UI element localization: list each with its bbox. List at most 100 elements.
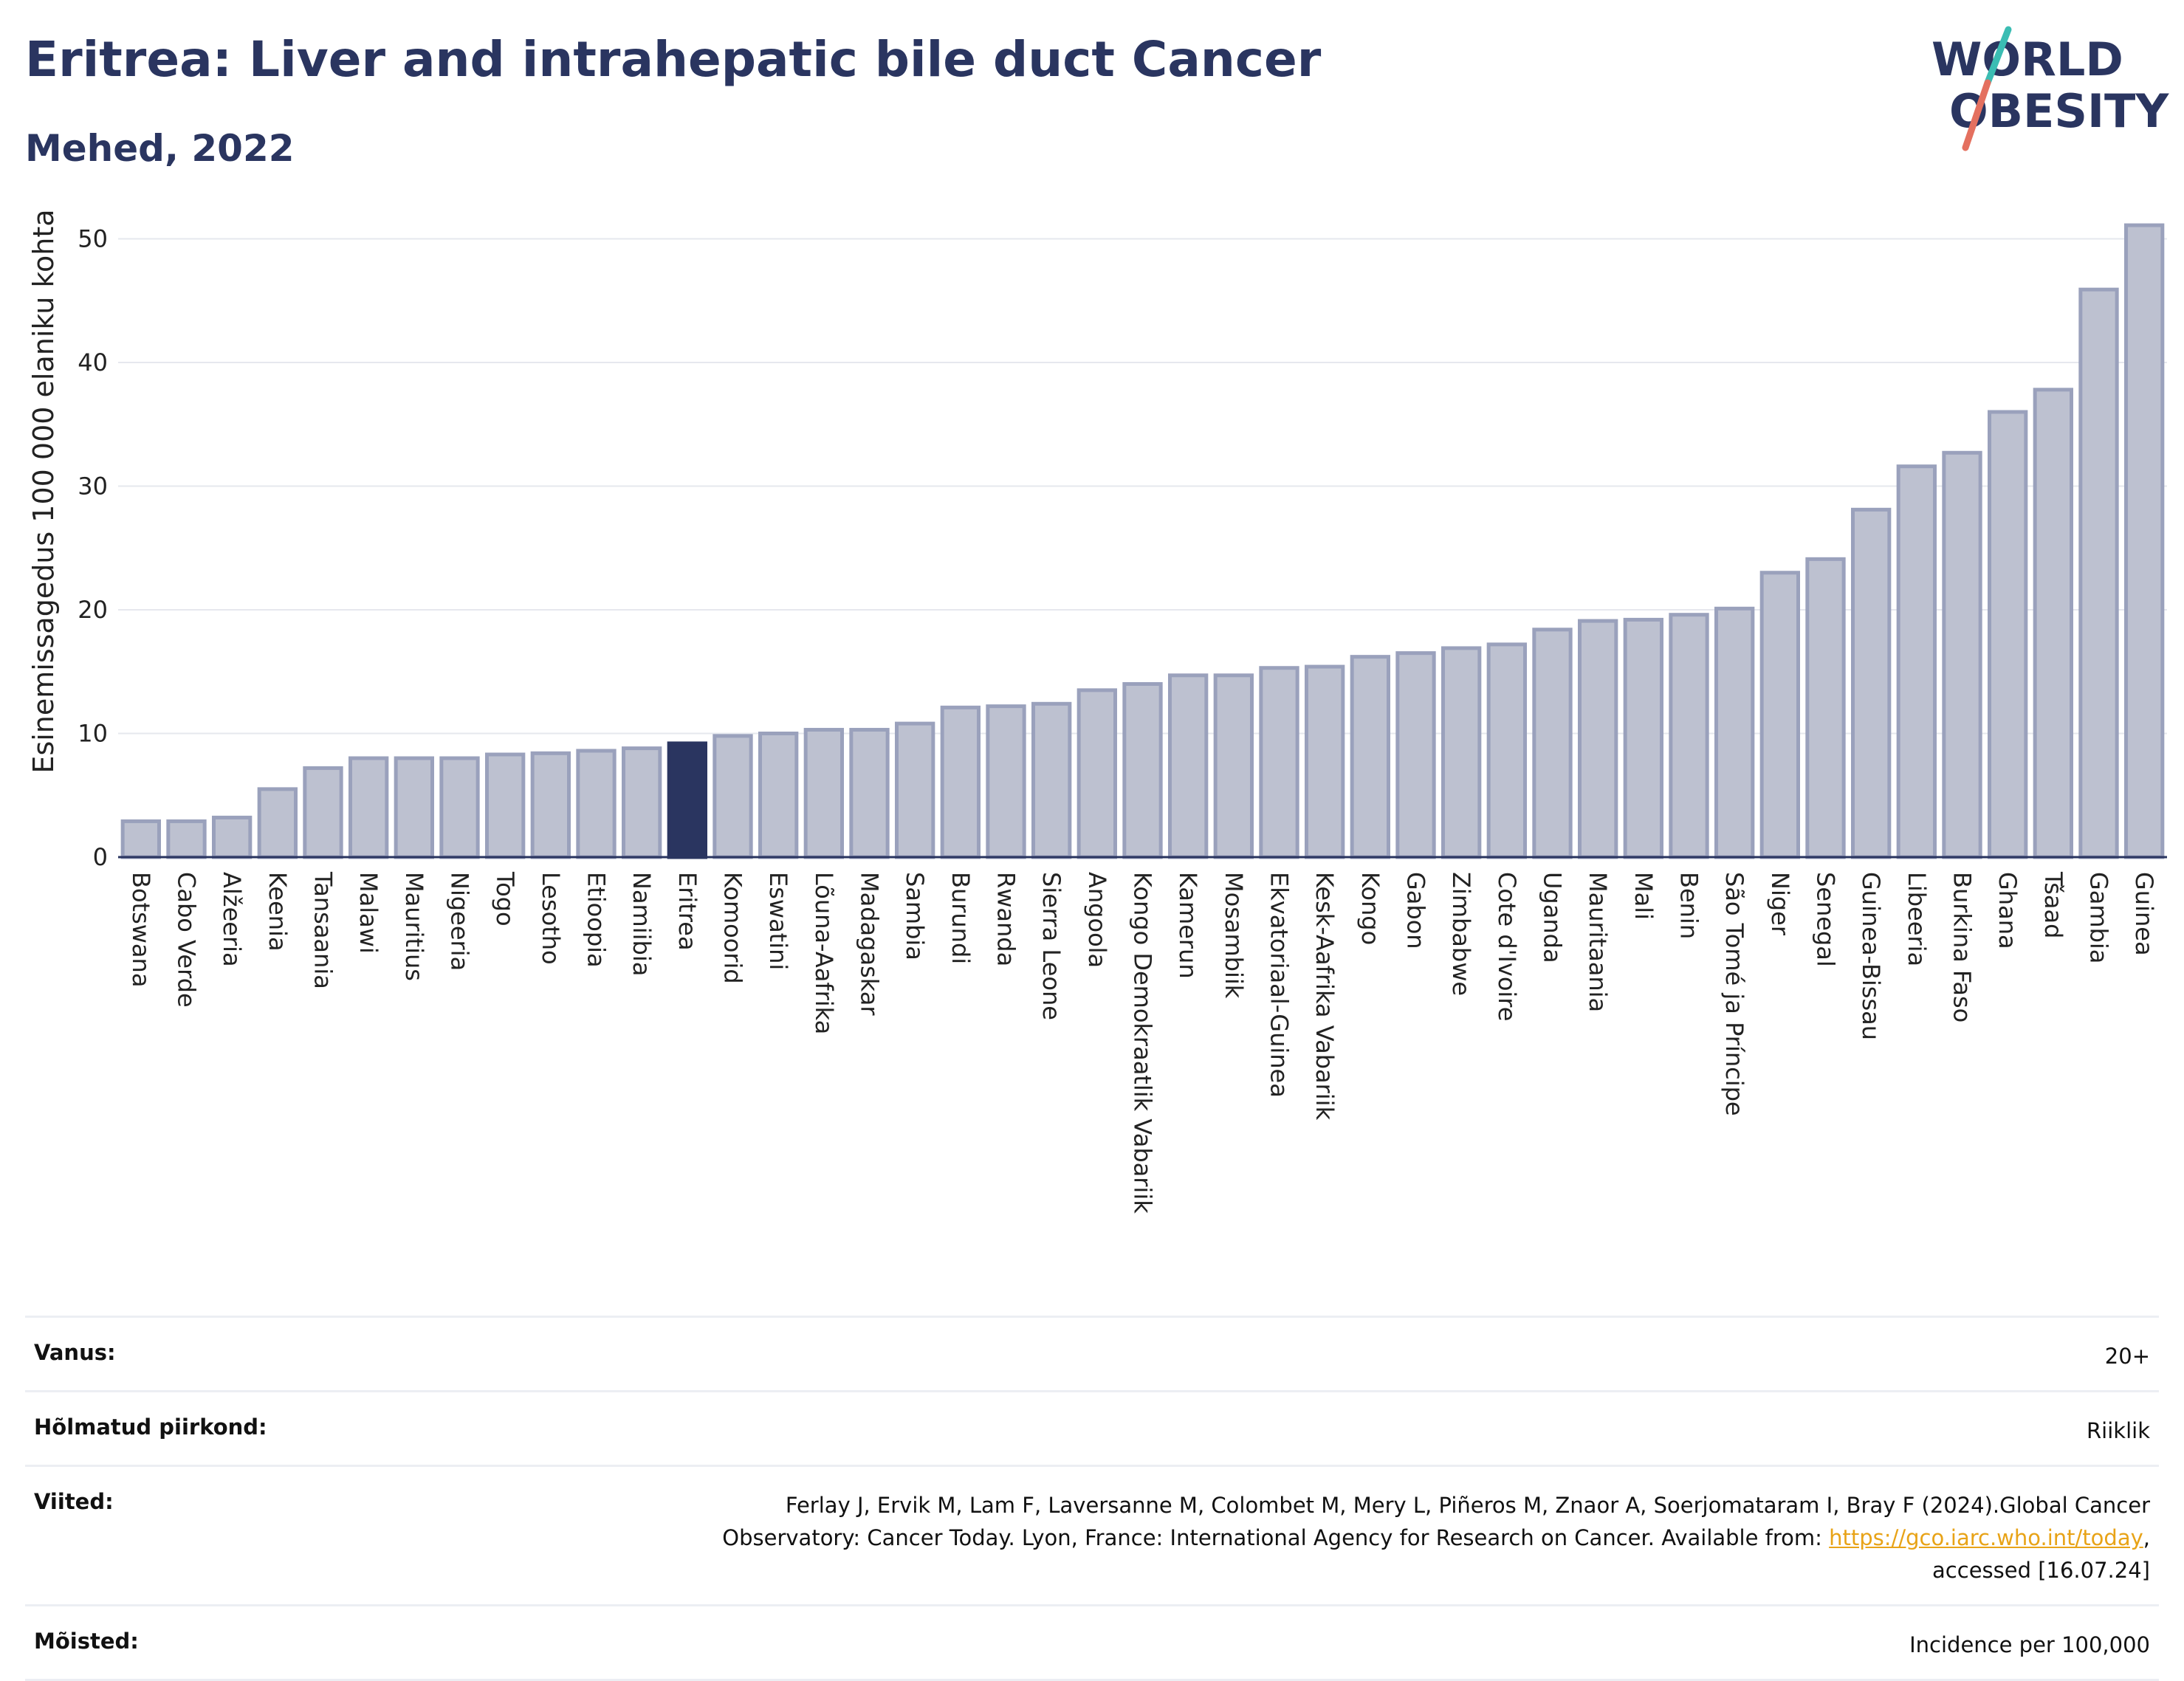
bar-31[interactable] [1532, 628, 1573, 859]
bar-14[interactable] [758, 732, 799, 859]
x-tick-label: Keenia [264, 872, 292, 952]
bars [120, 223, 2165, 859]
references-text-1: Ferlay J, Ervik M, Lam F, Laversanne M, … [785, 1493, 2150, 1518]
x-tick-label: Malawi [354, 872, 382, 954]
bar-39[interactable] [1896, 464, 1937, 859]
bar-37[interactable] [1805, 557, 1846, 859]
x-tick-label: Madagaskar [856, 872, 884, 1016]
bar-2[interactable] [212, 815, 253, 859]
bar-0[interactable] [120, 819, 162, 859]
x-tick-label: Mauritius [400, 872, 428, 981]
bar-13[interactable] [712, 734, 753, 859]
x-tick-label: Nigeeria [446, 872, 474, 971]
bar-3[interactable] [257, 787, 298, 859]
bar-23[interactable] [1168, 673, 1209, 859]
info-table: Vanus: 20+ Hõlmatud piirkond: Riiklik Vi… [25, 1316, 2159, 1681]
bar-24[interactable] [1213, 673, 1254, 859]
x-tick-label: Zimbabwe [1447, 872, 1475, 996]
x-tick-label: Gabon [1402, 872, 1430, 949]
bar-1[interactable] [166, 819, 207, 859]
logo-slash-teal [1984, 26, 2012, 86]
bar-38[interactable] [1851, 507, 1892, 859]
chart-title: Eritrea: Liver and intrahepatic bile duc… [25, 31, 1322, 88]
bar-9[interactable] [530, 751, 571, 859]
bar-5[interactable] [348, 756, 389, 859]
bar-36[interactable] [1759, 571, 1801, 859]
region-label: Hõlmatud piirkond: [34, 1414, 267, 1440]
bar-26[interactable] [1305, 664, 1345, 859]
bar-44[interactable] [2124, 223, 2165, 859]
y-tick-label: 50 [78, 225, 108, 253]
bar-4[interactable] [303, 766, 343, 859]
x-tick-label: Kesk-Aafrika Vabariik [1311, 872, 1339, 1121]
bar-34[interactable] [1669, 613, 1709, 859]
x-tick-label: Komoorid [719, 872, 747, 984]
x-tick-label: Sambia [901, 872, 929, 960]
y-tick-label: 10 [78, 720, 108, 748]
x-tick-label: Ekvatoriaal-Guinea [1266, 872, 1294, 1098]
bar-17[interactable] [895, 721, 935, 859]
x-tick-label: Libeeria [1903, 872, 1931, 966]
bar-21[interactable] [1076, 688, 1117, 859]
x-tick-label: Kamerun [1174, 872, 1202, 979]
x-tick-label: Rwanda [992, 872, 1020, 966]
bar-32[interactable] [1578, 619, 1618, 859]
references-link[interactable]: https://gco.iarc.who.int/today [1829, 1525, 2143, 1550]
info-row-references: Viited: Ferlay J, Ervik M, Lam F, Lavers… [25, 1465, 2159, 1604]
x-tick-label: Niger [1766, 872, 1794, 936]
bar-42[interactable] [2033, 388, 2074, 859]
age-value: 20+ [2104, 1344, 2150, 1369]
bar-27[interactable] [1350, 655, 1390, 859]
x-tick-label: Benin [1675, 872, 1703, 939]
bar-6[interactable] [394, 756, 435, 859]
bar-15[interactable] [803, 727, 844, 859]
bar-35[interactable] [1714, 606, 1755, 859]
x-tick-label: Tansaania [309, 871, 337, 989]
x-tick-label: Alžeeria [218, 872, 246, 967]
bar-41[interactable] [1988, 410, 2028, 859]
bar-20[interactable] [1031, 701, 1072, 859]
bar-16[interactable] [849, 727, 890, 859]
x-tick-label: Guinea [2130, 872, 2158, 956]
x-tick-label: Burkina Faso [1948, 872, 1977, 1022]
x-tick-label: Kongo [1356, 872, 1384, 945]
references-text-3: , [2143, 1525, 2150, 1550]
age-label: Vanus: [34, 1340, 116, 1365]
x-tick-labels: Botswana Cabo Verde Alžeeria Keenia Tansaani… [127, 871, 2158, 1214]
bar-29[interactable] [1441, 646, 1482, 859]
bar-28[interactable] [1395, 651, 1436, 859]
x-tick-label: Mauritaania [1584, 872, 1612, 1012]
info-row-age: Vanus: 20+ [25, 1316, 2159, 1390]
bar-11[interactable] [622, 746, 662, 859]
y-tick-label: 20 [78, 596, 108, 624]
info-row-definitions: Mõisted: Incidence per 100,000 [25, 1604, 2159, 1681]
bar-10[interactable] [576, 749, 617, 859]
x-tick-label: Mali [1630, 872, 1658, 920]
bar-25[interactable] [1259, 666, 1299, 859]
logo-line1: WORLD [1931, 32, 2123, 86]
bar-43[interactable] [2078, 287, 2119, 859]
x-tick-label: Angoola [1083, 872, 1111, 968]
definitions-label: Mõisted: [34, 1629, 139, 1654]
y-tick-labels: 0 10 20 30 40 50 [78, 225, 108, 872]
bar-19[interactable] [986, 704, 1026, 859]
definitions-value: Incidence per 100,000 [1909, 1632, 2150, 1657]
bar-30[interactable] [1486, 642, 1527, 859]
x-tick-label: Burundi [947, 872, 975, 964]
references-value: Ferlay J, Ervik M, Lam F, Laversanne M, … [722, 1489, 2150, 1587]
bar-12[interactable] [667, 741, 708, 859]
bar-18[interactable] [940, 705, 981, 859]
x-tick-label: Uganda [1539, 872, 1567, 963]
y-tick-label: 40 [78, 348, 108, 377]
x-tick-label: Kongo Demokraatlik Vabariik [1129, 872, 1157, 1214]
x-tick-label: Senegal [1812, 872, 1840, 967]
x-tick-label: Ghana [1994, 872, 2022, 949]
bar-40[interactable] [1942, 450, 1982, 859]
region-value: Riiklik [2087, 1418, 2150, 1443]
x-tick-label: Lesotho [537, 872, 565, 965]
bar-33[interactable] [1623, 617, 1664, 859]
bar-8[interactable] [485, 752, 526, 859]
y-tick-label: 30 [78, 472, 108, 501]
bar-7[interactable] [439, 756, 480, 859]
bar-22[interactable] [1122, 682, 1163, 859]
